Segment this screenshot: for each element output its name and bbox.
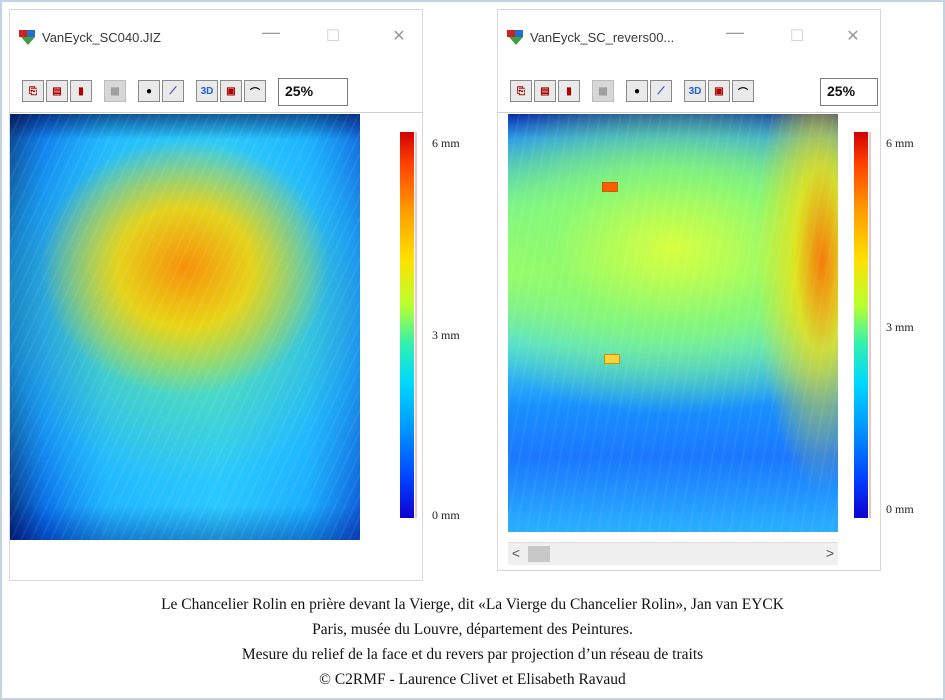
color-scale-bar (854, 132, 871, 518)
title-bar[interactable]: VanEyck_SC_revers00... — ☐ ✕ (498, 10, 880, 62)
bookmark-icon[interactable]: ▮ (70, 80, 92, 102)
window-reverse: VanEyck_SC_revers00... — ☐ ✕ ⎘ ▤ ▮ ▦ ● ⟋… (498, 10, 880, 570)
paste-icon[interactable]: ▤ (46, 80, 68, 102)
print-icon[interactable]: ▣ (708, 80, 730, 102)
toolbar: ⎘ ▤ ▮ ▦ ● ⟋ 3D ▣ ⌒ 25% (498, 72, 880, 112)
minimize-button[interactable]: — (726, 22, 744, 42)
color-scale-bar (400, 132, 417, 518)
scroll-thumb[interactable] (528, 546, 550, 562)
divider (498, 112, 880, 113)
close-button[interactable]: ✕ (846, 28, 860, 45)
divider (10, 112, 422, 113)
toolbar: ⎘ ▤ ▮ ▦ ● ⟋ 3D ▣ ⌒ 25% (10, 72, 422, 112)
zoom-field[interactable]: 25% (820, 78, 878, 106)
copy-icon[interactable]: ⎘ (22, 80, 44, 102)
scale-label-mid: 3 mm (886, 320, 914, 334)
3d-icon[interactable]: 3D (196, 80, 218, 102)
relief-heatmap-reverse (508, 114, 838, 532)
maximize-button[interactable]: ☐ (789, 28, 805, 45)
palette-icon[interactable]: ● (138, 80, 160, 102)
scale-label-min: 0 mm (886, 502, 914, 516)
disabled-icon[interactable]: ▦ (104, 80, 126, 102)
scan-icon[interactable]: ⌒ (244, 80, 266, 102)
relief-heatmap-face (10, 114, 360, 540)
scale-label-max: 6 mm (432, 136, 460, 150)
scale-label-min: 0 mm (432, 508, 460, 522)
maximize-button[interactable]: ☐ (325, 28, 341, 45)
3d-icon[interactable]: 3D (684, 80, 706, 102)
graph-icon[interactable]: ⟋ (650, 80, 672, 102)
scale-label-max: 6 mm (886, 136, 914, 150)
caption: Le Chancelier Rolin en prière devant la … (0, 592, 945, 692)
minimize-button[interactable]: — (262, 22, 280, 42)
copy-icon[interactable]: ⎘ (510, 80, 532, 102)
paste-icon[interactable]: ▤ (534, 80, 556, 102)
caption-title: Le Chancelier Rolin en prière devant la … (161, 596, 784, 613)
disabled-icon[interactable]: ▦ (592, 80, 614, 102)
scroll-left-arrow[interactable]: < (511, 545, 521, 561)
caption-location: Paris, musée du Louvre, département des … (312, 621, 633, 638)
scroll-right-arrow[interactable]: > (825, 545, 835, 561)
scan-icon[interactable]: ⌒ (732, 80, 754, 102)
palette-icon[interactable]: ● (626, 80, 648, 102)
app-icon (507, 30, 523, 45)
title-bar[interactable]: VanEyck_SC040.JIZ — ☐ ✕ (10, 10, 422, 62)
bookmark-icon[interactable]: ▮ (558, 80, 580, 102)
window-title: VanEyck_SC040.JIZ (42, 30, 161, 45)
scale-label-mid: 3 mm (432, 328, 460, 342)
graph-icon[interactable]: ⟋ (162, 80, 184, 102)
window-face: VanEyck_SC040.JIZ — ☐ ✕ ⎘ ▤ ▮ ▦ ● ⟋ 3D ▣… (10, 10, 460, 580)
print-icon[interactable]: ▣ (220, 80, 242, 102)
app-icon (19, 30, 35, 45)
caption-description: Mesure du relief de la face et du revers… (241, 646, 704, 663)
reference-marker (604, 354, 620, 364)
reference-marker (602, 182, 618, 192)
zoom-field[interactable]: 25% (278, 78, 348, 106)
horizontal-scrollbar[interactable]: < > (508, 542, 838, 565)
window-title: VanEyck_SC_revers00... (530, 30, 675, 45)
close-button[interactable]: ✕ (392, 28, 406, 45)
caption-credit: © C2RMF - Laurence Clivet et Elisabeth R… (319, 671, 626, 688)
